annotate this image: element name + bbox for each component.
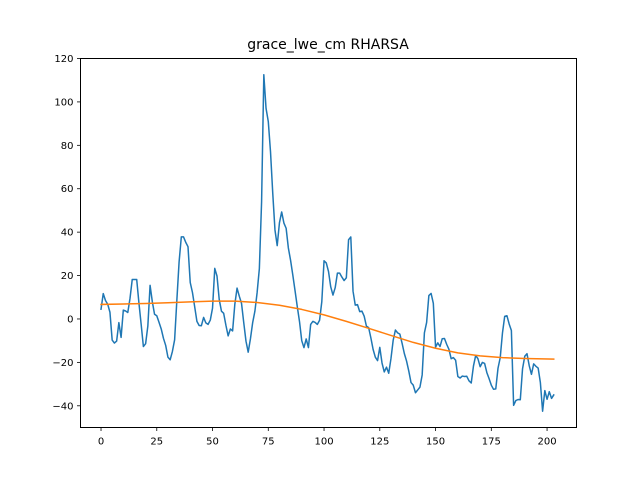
- series-line-2: [100, 300, 555, 360]
- y-tick-label: −20: [52, 358, 73, 369]
- y-axis: −40 −20 0 20 40 60 80 100 120: [52, 54, 81, 412]
- x-tick-label: 150: [426, 437, 445, 448]
- x-tick-label: 75: [262, 437, 275, 448]
- chart-title: grace_lwe_cm RHARSA: [247, 37, 409, 53]
- x-tick-label: 25: [150, 437, 163, 448]
- series-line-1: [100, 74, 555, 412]
- y-tick-label: 80: [61, 141, 74, 152]
- y-tick-label: 0: [67, 314, 73, 325]
- y-tick-label: 120: [54, 54, 73, 65]
- x-tick-label: 100: [314, 437, 333, 448]
- x-tick-label: 50: [206, 437, 219, 448]
- x-tick-label: 200: [538, 437, 557, 448]
- x-tick-label: 0: [98, 437, 104, 448]
- y-tick-label: 20: [61, 271, 74, 282]
- axes-frame: [80, 58, 577, 428]
- x-tick-label: 125: [370, 437, 389, 448]
- y-tick-label: 40: [61, 228, 74, 239]
- x-axis: 0 25 50 75 100 125 150 175 200: [98, 427, 557, 448]
- y-tick-label: 60: [61, 184, 74, 195]
- y-tick-label: 100: [54, 97, 73, 108]
- x-tick-label: 175: [482, 437, 501, 448]
- y-tick-label: −40: [52, 401, 73, 412]
- series-layer: [100, 74, 555, 412]
